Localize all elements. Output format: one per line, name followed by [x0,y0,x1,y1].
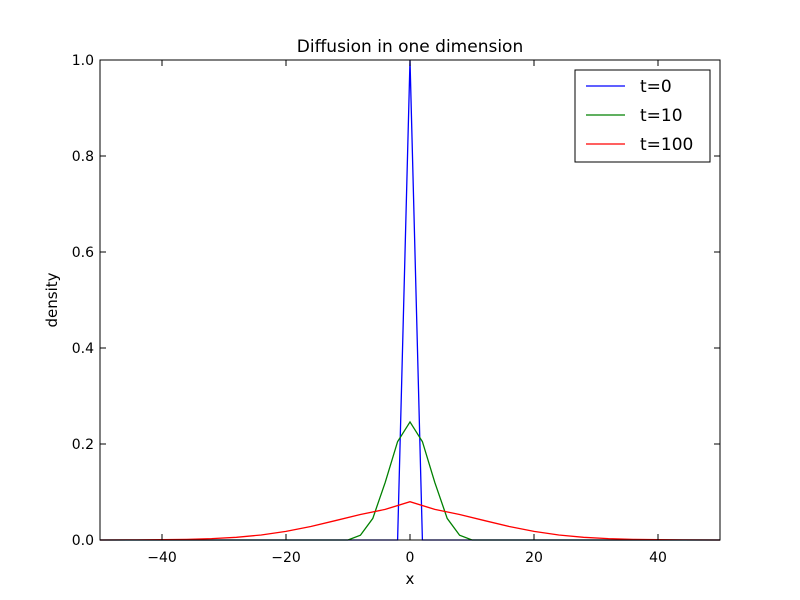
x-tick-label: 20 [525,550,543,566]
x-tick-label: 40 [649,550,667,566]
x-tick-label: 0 [406,550,415,566]
y-tick-label: 0.0 [72,533,94,549]
y-tick-label: 0.8 [72,149,94,165]
legend-label: t=100 [640,135,693,155]
y-axis: 0.0 0.2 0.4 0.6 0.8 1.0 [72,53,720,549]
y-tick-label: 0.4 [72,341,94,357]
x-tick-label: −20 [271,550,301,566]
y-tick-label: 0.2 [72,437,94,453]
x-axis-title: x [406,570,415,588]
y-tick-label: 1.0 [72,53,94,69]
legend-box [574,69,711,163]
y-axis-title: density [43,272,61,327]
legend-label: t=10 [640,106,683,126]
legend-label: t=0 [640,77,672,97]
x-axis: −40 −20 0 20 40 [147,60,667,566]
chart-title: Diffusion in one dimension [297,37,523,57]
legend: t=0 t=10 t=100 [574,69,711,163]
x-tick-label: −40 [147,550,177,566]
y-tick-label: 0.6 [72,245,94,261]
series-line-t-100 [99,501,721,541]
series-line-t-10 [100,420,720,541]
